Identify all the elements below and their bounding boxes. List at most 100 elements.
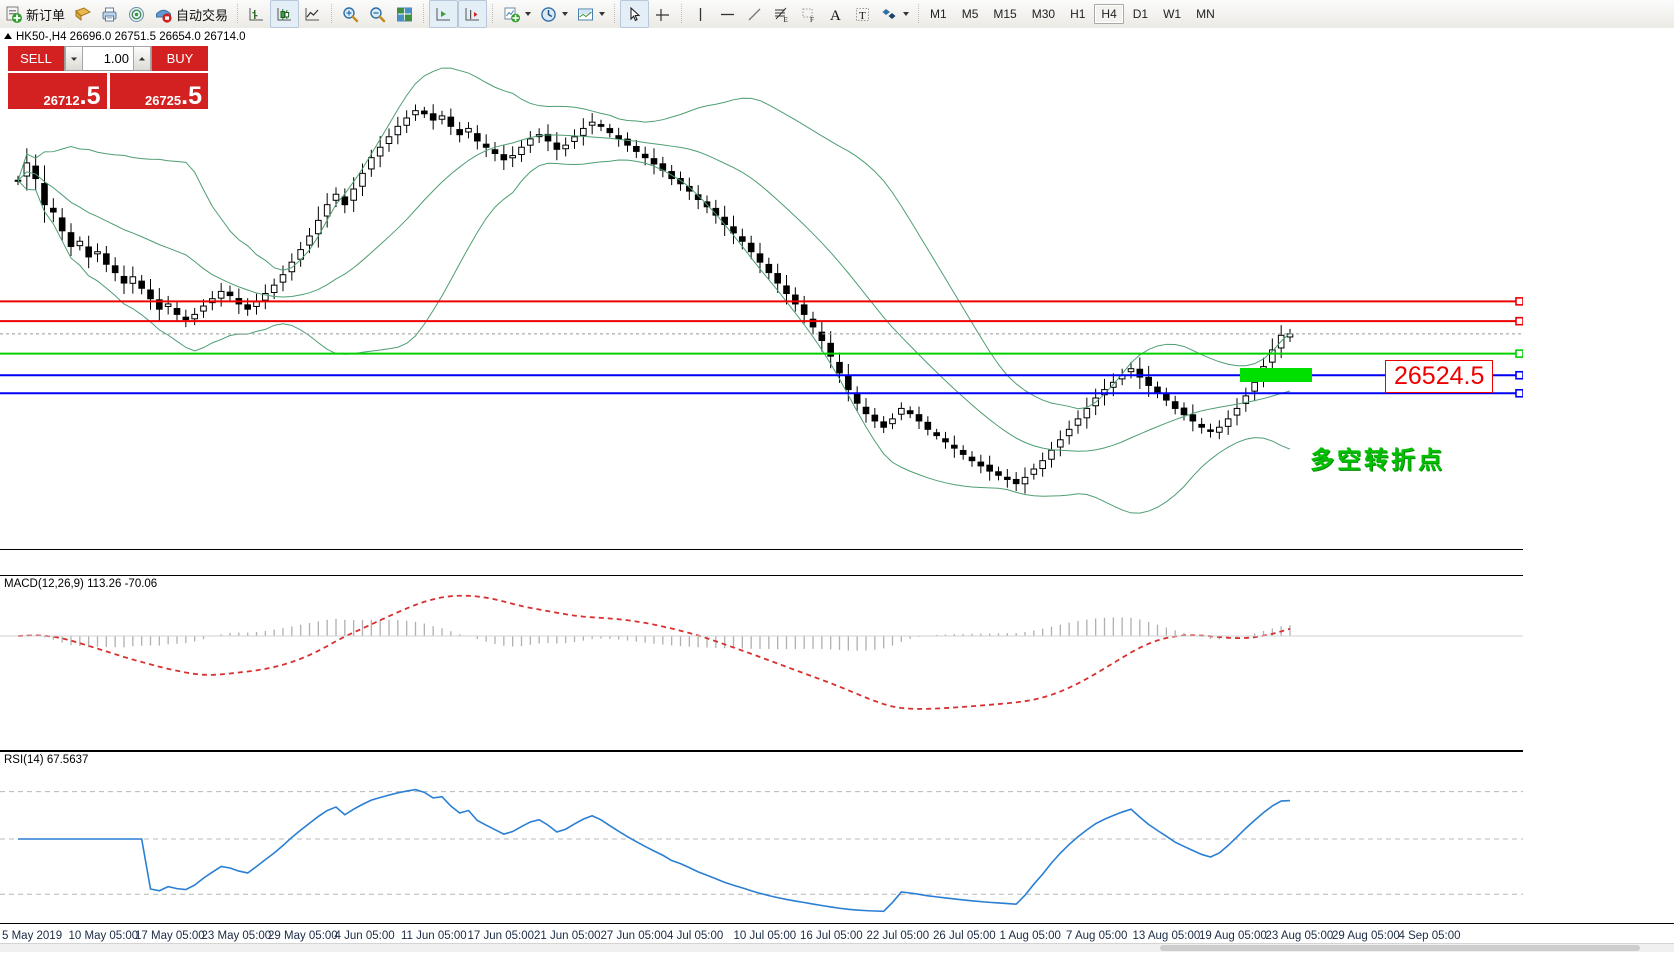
grid-button[interactable]: [391, 1, 418, 27]
timeframe-group: M1 M5 M15 M30 H1 H4 D1 W1 MN: [924, 4, 1221, 24]
rsi-canvas[interactable]: [0, 752, 1523, 922]
templates-button[interactable]: [572, 1, 609, 27]
date-axis-label: 16 Jul 05:00: [800, 930, 863, 942]
date-axis-label: 19 Aug 05:00: [1199, 930, 1267, 942]
bar-chart-icon: [247, 5, 266, 24]
volume-decrement-button[interactable]: [65, 46, 83, 71]
print-button[interactable]: [96, 1, 123, 27]
timeframe-h1[interactable]: H1: [1070, 7, 1086, 21]
autotrading-icon: [154, 5, 173, 24]
candle-chart-button[interactable]: [270, 0, 300, 28]
date-axis-label: 1 Aug 05:00: [999, 930, 1061, 942]
macd-canvas[interactable]: [0, 576, 1523, 748]
volume-increment-button[interactable]: [133, 46, 151, 71]
bollinger-band-middle: [17, 134, 1291, 452]
objects-button[interactable]: [876, 1, 913, 27]
macd-signal-line: [17, 594, 1291, 710]
chart-area[interactable]: HK50-,H4 26696.0 26751.5 26654.0 26714.0…: [0, 28, 1674, 953]
date-axis-label: 10 Jul 05:00: [733, 930, 797, 942]
auto-scroll-button[interactable]: [458, 0, 488, 28]
rsi-label: RSI(14) 67.5637: [4, 754, 89, 766]
price-axis[interactable]: 29277.528997.028708.028427.528138.527858…: [1523, 28, 1674, 923]
timeframe-m5[interactable]: M5: [961, 7, 979, 21]
sell-price-fraction: .5: [79, 81, 101, 110]
chevron-down-icon[interactable]: [903, 12, 910, 16]
toolbar-separator: [681, 4, 683, 24]
zoom-out-icon: [368, 5, 387, 24]
candle-chart-icon: [275, 5, 294, 24]
chinese-annotation[interactable]: 多空转折点: [1310, 446, 1445, 474]
vertical-line-button[interactable]: [687, 1, 714, 27]
volume-value[interactable]: 1.00: [103, 51, 129, 66]
text-icon: A: [826, 5, 845, 24]
macd-histogram: [26, 617, 1291, 651]
level-handle: [1515, 388, 1523, 398]
trendline-button[interactable]: [741, 1, 768, 27]
date-axis-label: 29 May 05:00: [268, 930, 338, 942]
line-chart-button[interactable]: [299, 1, 326, 27]
new-order-button[interactable]: 新订单: [0, 1, 69, 27]
label-tool-button[interactable]: T: [849, 1, 876, 27]
date-axis-label: 5 May 2019: [2, 930, 63, 942]
price-pane[interactable]: HK50-,H4 26696.0 26751.5 26654.0 26714.0: [0, 28, 1674, 550]
timeframe-w1[interactable]: W1: [1163, 7, 1182, 21]
highlight-rectangle[interactable]: [1240, 368, 1312, 382]
auto-trading-button[interactable]: 自动交易: [150, 1, 232, 27]
timeframe-h4[interactable]: H4: [1094, 4, 1124, 24]
text-tool-button[interactable]: A: [822, 1, 849, 27]
profiles-button[interactable]: [69, 1, 96, 27]
collapse-triangle-icon[interactable]: [4, 33, 12, 39]
chart-shift-button[interactable]: [429, 0, 459, 28]
zoom-in-button[interactable]: [337, 1, 364, 27]
buy-button[interactable]: BUY: [152, 46, 208, 71]
line-chart-icon: [303, 5, 322, 24]
date-axis-label: 13 Aug 05:00: [1132, 930, 1201, 942]
date-axis-label: 17 May 05:00: [135, 930, 205, 942]
horizontal-line-button[interactable]: [714, 1, 741, 27]
timeframe-mn[interactable]: MN: [1196, 7, 1215, 21]
macd-label: MACD(12,26,9) 113.26 -70.06: [4, 578, 158, 590]
channel-icon: F: [799, 5, 818, 24]
cursor-tool-button[interactable]: [620, 0, 650, 28]
sell-price[interactable]: 26712 .5: [8, 73, 107, 109]
indicators-button[interactable]: [498, 1, 535, 27]
timeframe-m30[interactable]: M30: [1031, 7, 1056, 21]
timeframe-m1[interactable]: M1: [930, 7, 947, 21]
zoom-out-button[interactable]: [364, 1, 391, 27]
fibo-icon: E: [772, 5, 791, 24]
crosshair-icon: [653, 5, 672, 24]
level-handle: [1515, 370, 1523, 380]
crosshair-tool-button[interactable]: [649, 1, 676, 27]
volume-field[interactable]: 1.00: [64, 46, 152, 71]
periods-button[interactable]: [535, 1, 572, 27]
fibonacci-button[interactable]: E: [768, 1, 795, 27]
signals-icon: [127, 5, 146, 24]
horizontal-scrollbar[interactable]: [0, 943, 1674, 952]
one-click-trading-panel[interactable]: SELL 1.00 BUY 26712 .5: [8, 46, 208, 109]
channel-button[interactable]: F: [795, 1, 822, 27]
macd-pane[interactable]: MACD(12,26,9) 113.26 -70.06: [0, 575, 1674, 751]
bar-chart-button[interactable]: [243, 1, 270, 27]
vline-icon: [691, 5, 710, 24]
date-axis-label: 17 Jun 05:00: [467, 930, 535, 942]
signals-button[interactable]: [123, 1, 150, 27]
scrollbar-thumb[interactable]: [1160, 945, 1640, 951]
date-axis-label: 27 Jun 05:00: [600, 930, 668, 942]
price-annotation-box[interactable]: 26524.5: [1385, 360, 1494, 393]
print-icon: [100, 5, 119, 24]
chevron-down-icon[interactable]: [562, 12, 569, 16]
timeframe-m15[interactable]: M15: [993, 7, 1017, 21]
periods-icon: [539, 5, 558, 24]
toolbar-separator: [918, 4, 920, 24]
rsi-pane[interactable]: RSI(14) 67.5637: [0, 751, 1674, 925]
price-canvas[interactable]: [0, 28, 1523, 549]
ohlc-header: HK50-,H4 26696.0 26751.5 26654.0 26714.0: [4, 31, 246, 43]
toolbar-separator: [492, 4, 494, 24]
sell-button[interactable]: SELL: [8, 46, 64, 71]
buy-price[interactable]: 26725 .5: [109, 73, 208, 109]
chevron-down-icon[interactable]: [599, 12, 606, 16]
chevron-down-icon[interactable]: [525, 12, 532, 16]
date-axis-label: 29 Aug 05:00: [1332, 930, 1400, 942]
autoscroll-icon: [463, 5, 482, 24]
timeframe-d1[interactable]: D1: [1132, 7, 1149, 21]
